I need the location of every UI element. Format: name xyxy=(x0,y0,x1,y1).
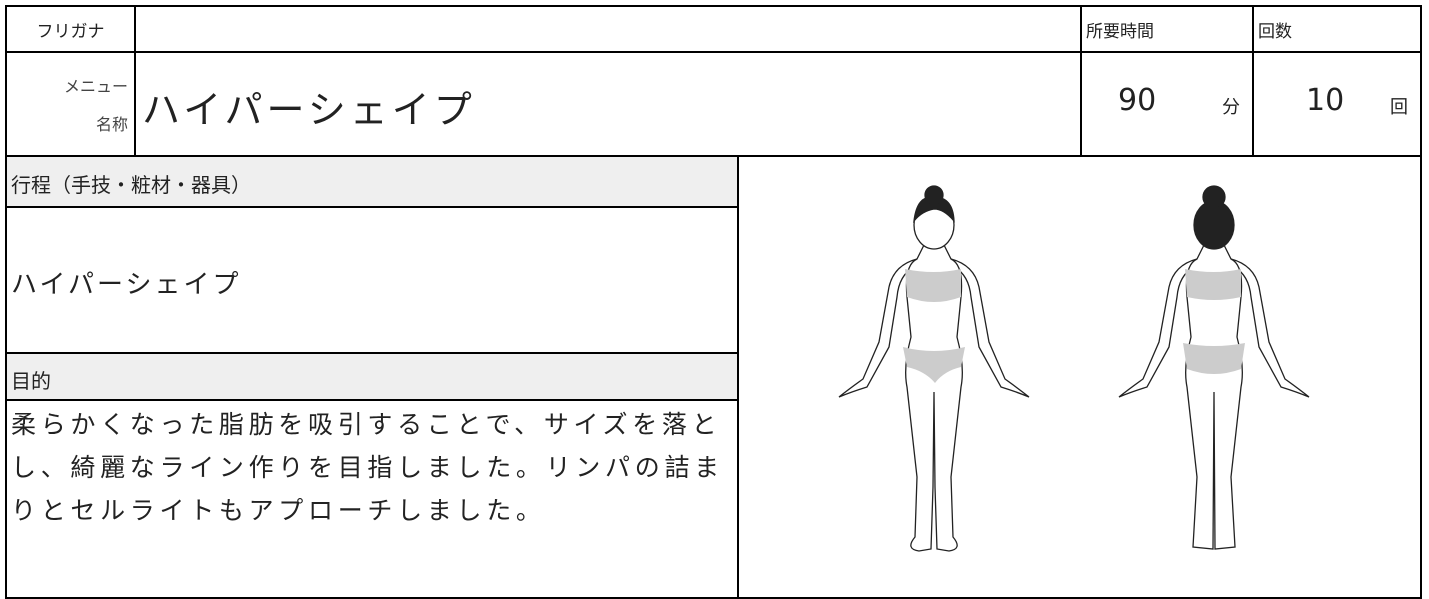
cell: フリガナ xyxy=(5,5,136,53)
label: 所要時間 xyxy=(1086,22,1154,42)
cell: ハイパーシェイプ xyxy=(5,206,739,354)
cell: メニュー 名称 xyxy=(5,51,136,157)
cell xyxy=(134,5,1082,53)
bottom xyxy=(903,347,965,383)
time: 90 xyxy=(1118,83,1157,118)
cell: 所要時間 xyxy=(1080,5,1254,53)
purpose: 柔らかくなった脂肪を吸引することで、サイズを落とし、綺麗なライン作りを目指しまし… xyxy=(11,410,724,525)
cell: 目的 xyxy=(5,352,739,401)
figure-cell xyxy=(737,155,1422,599)
cell: 90 分 xyxy=(1080,51,1254,157)
label: メニュー xyxy=(63,77,128,96)
cell: 10 回 xyxy=(1252,51,1422,157)
label: フリガナ xyxy=(36,22,105,42)
label: 行程（手技・粧材・器具） xyxy=(11,173,251,197)
menu-name: ハイパーシェイプ xyxy=(142,88,476,132)
cell: 行程（手技・粧材・器具） xyxy=(5,155,739,208)
unit: 回 xyxy=(1390,97,1408,118)
process: ハイパーシェイプ xyxy=(11,270,242,300)
front-body xyxy=(838,185,1030,552)
top xyxy=(1185,269,1241,300)
cell: ハイパーシェイプ xyxy=(134,51,1082,157)
bottom xyxy=(1183,343,1245,374)
top xyxy=(905,269,961,302)
label: 回数 xyxy=(1258,22,1292,42)
cell: 回数 xyxy=(1252,5,1422,53)
cell: 柔らかくなった脂肪を吸引することで、サイズを落とし、綺麗なライン作りを目指しまし… xyxy=(5,399,739,599)
label: 目的 xyxy=(11,369,51,393)
back-body xyxy=(1118,185,1310,550)
label: 名称 xyxy=(95,115,128,134)
body-figures xyxy=(838,185,1310,552)
count: 10 xyxy=(1306,83,1345,118)
unit: 分 xyxy=(1222,97,1240,118)
